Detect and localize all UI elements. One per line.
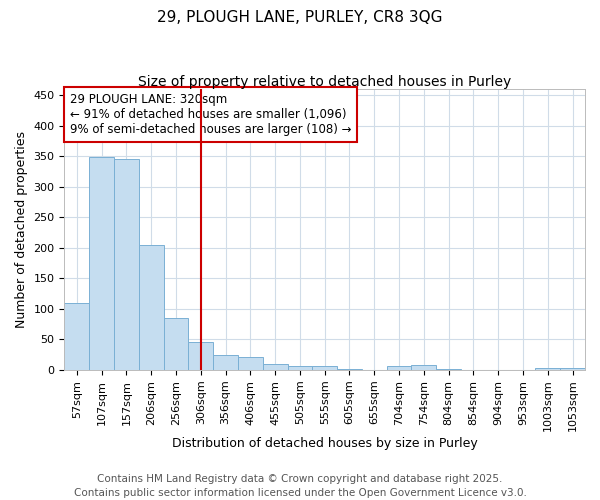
- Bar: [386, 366, 412, 370]
- Text: 29, PLOUGH LANE, PURLEY, CR8 3QG: 29, PLOUGH LANE, PURLEY, CR8 3QG: [157, 10, 443, 25]
- Bar: [89, 158, 114, 370]
- Bar: [313, 366, 337, 370]
- Bar: [114, 159, 139, 370]
- Title: Size of property relative to detached houses in Purley: Size of property relative to detached ho…: [138, 75, 511, 89]
- Bar: [412, 365, 436, 370]
- X-axis label: Distribution of detached houses by size in Purley: Distribution of detached houses by size …: [172, 437, 478, 450]
- Bar: [560, 368, 585, 370]
- Text: Contains HM Land Registry data © Crown copyright and database right 2025.
Contai: Contains HM Land Registry data © Crown c…: [74, 474, 526, 498]
- Y-axis label: Number of detached properties: Number of detached properties: [15, 131, 28, 328]
- Text: 29 PLOUGH LANE: 320sqm
← 91% of detached houses are smaller (1,096)
9% of semi-d: 29 PLOUGH LANE: 320sqm ← 91% of detached…: [70, 93, 351, 136]
- Bar: [263, 364, 287, 370]
- Bar: [139, 246, 164, 370]
- Bar: [213, 354, 238, 370]
- Bar: [535, 368, 560, 370]
- Bar: [188, 342, 213, 370]
- Bar: [238, 357, 263, 370]
- Bar: [287, 366, 313, 370]
- Bar: [164, 318, 188, 370]
- Bar: [64, 303, 89, 370]
